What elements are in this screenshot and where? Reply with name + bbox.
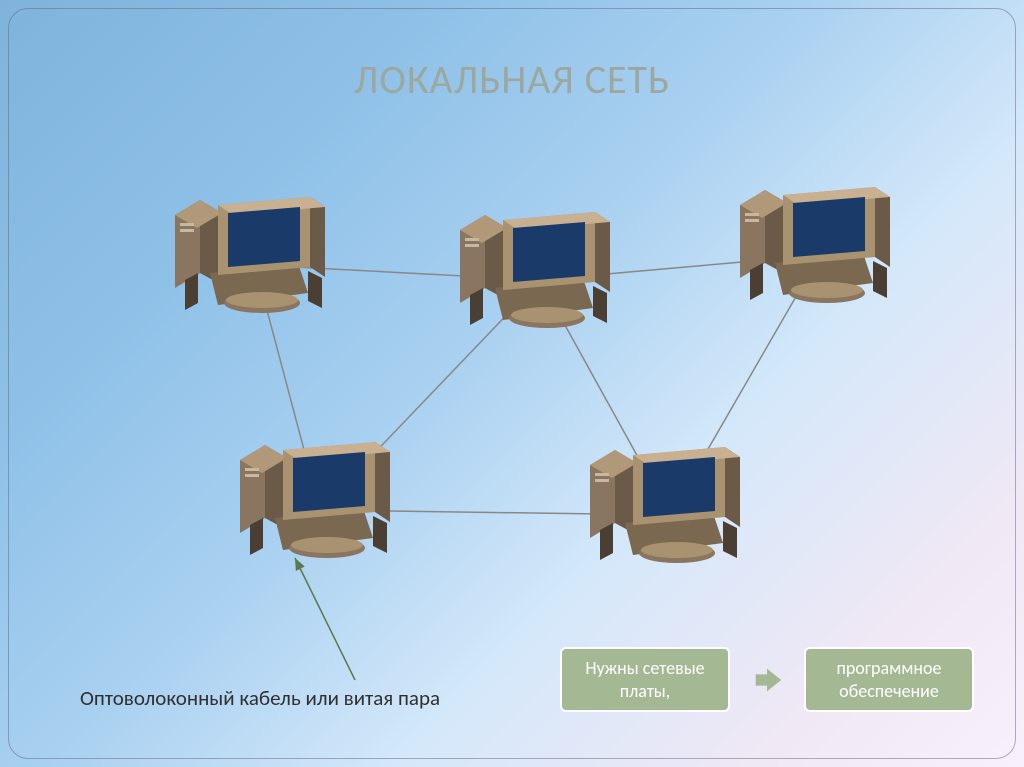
box-network-cards: Нужны сетевыеплаты,	[560, 647, 730, 712]
bottom-boxes: Нужны сетевыеплаты, программноеобеспечен…	[560, 647, 974, 712]
computer-node	[170, 185, 340, 315]
computer-icon	[455, 200, 625, 330]
slide: ЛОКАЛЬНАЯ СЕТЬ Оптоволоконный кабель или…	[0, 0, 1024, 767]
computer-icon	[235, 430, 405, 560]
computer-node	[235, 430, 405, 560]
box-software: программноеобеспечение	[804, 647, 974, 712]
computer-icon	[170, 185, 340, 315]
cable-caption: Оптоволоконный кабель или витая пара	[80, 685, 440, 711]
chevron-right-icon	[750, 663, 784, 697]
computer-node	[455, 200, 625, 330]
computer-icon	[735, 175, 905, 305]
computer-icon	[585, 435, 755, 565]
computer-node	[735, 175, 905, 305]
computer-node	[585, 435, 755, 565]
pointer-arrow	[295, 558, 355, 680]
